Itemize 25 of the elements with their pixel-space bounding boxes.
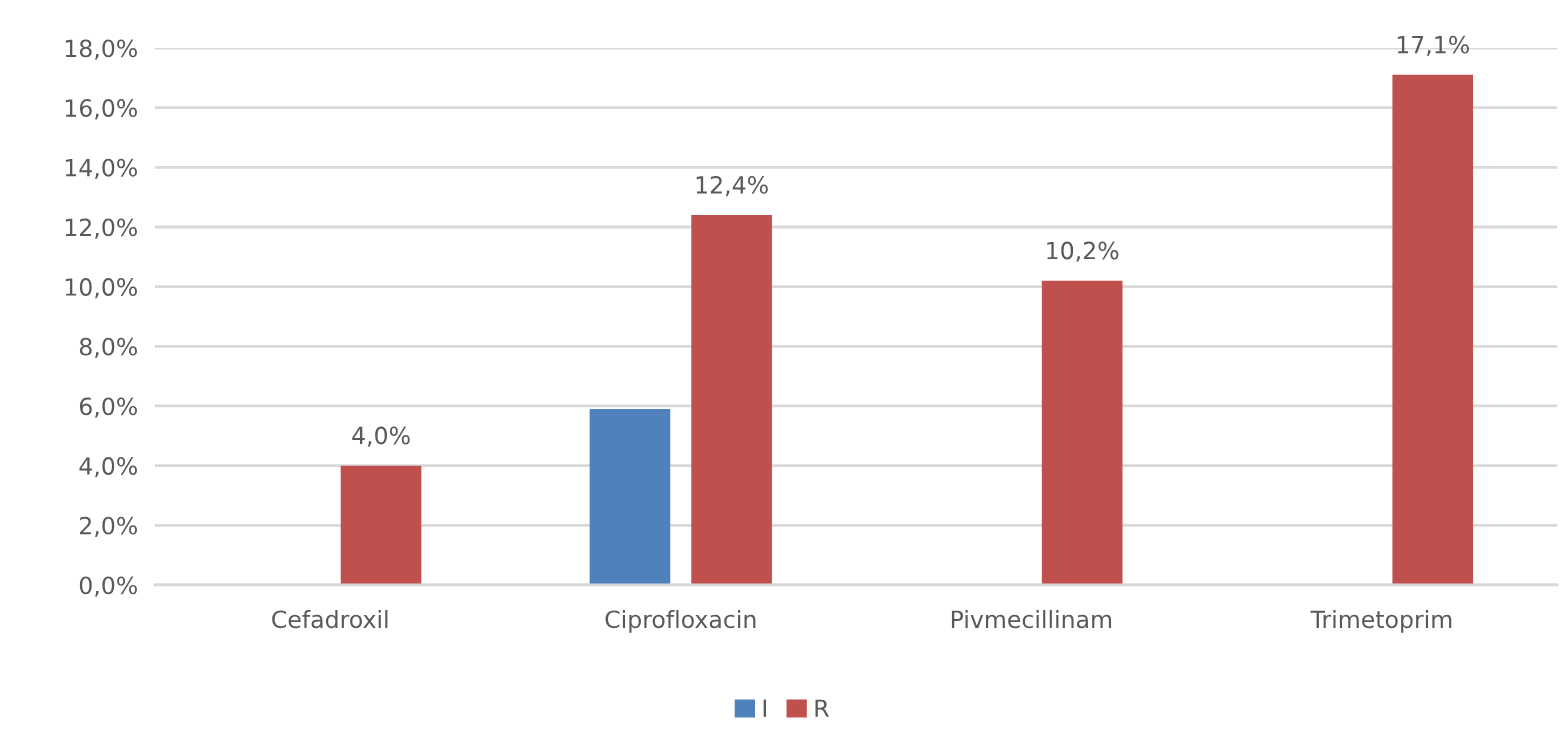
y-tick-label: 2,0%: [80, 516, 137, 538]
y-tick-label: 18,0%: [65, 39, 137, 60]
bar: [1041, 280, 1123, 585]
x-tick-label: Pivmecillinam: [951, 609, 1112, 629]
y-tick-label: 0,0%: [79, 576, 137, 597]
bar: [589, 408, 671, 585]
data-label: 10,2%: [1047, 241, 1119, 262]
x-tick-label: Ciprofloxacin: [605, 609, 756, 633]
data-label: 12,4%: [696, 175, 768, 197]
y-tick-label: 16,0%: [65, 99, 137, 120]
y-tick-label: 14,0%: [65, 158, 137, 180]
bar: [691, 215, 772, 585]
legend-label: I: [763, 699, 767, 717]
y-tick-label: 10,0%: [65, 278, 137, 299]
bar: [340, 465, 422, 585]
y-tick-label: 12,0%: [65, 218, 137, 239]
legend-label: R: [815, 699, 829, 717]
y-tick-label: 4,0%: [79, 457, 137, 478]
bar: [1392, 74, 1474, 585]
x-tick-label: Cefadroxil: [272, 609, 388, 629]
y-tick-label: 6,0%: [79, 397, 137, 418]
y-tick-label: 8,0%: [79, 337, 137, 359]
data-label: 4,0%: [352, 426, 410, 447]
data-label: 17,1%: [1397, 35, 1469, 57]
x-tick-label: Trimetoprim: [1310, 609, 1452, 633]
